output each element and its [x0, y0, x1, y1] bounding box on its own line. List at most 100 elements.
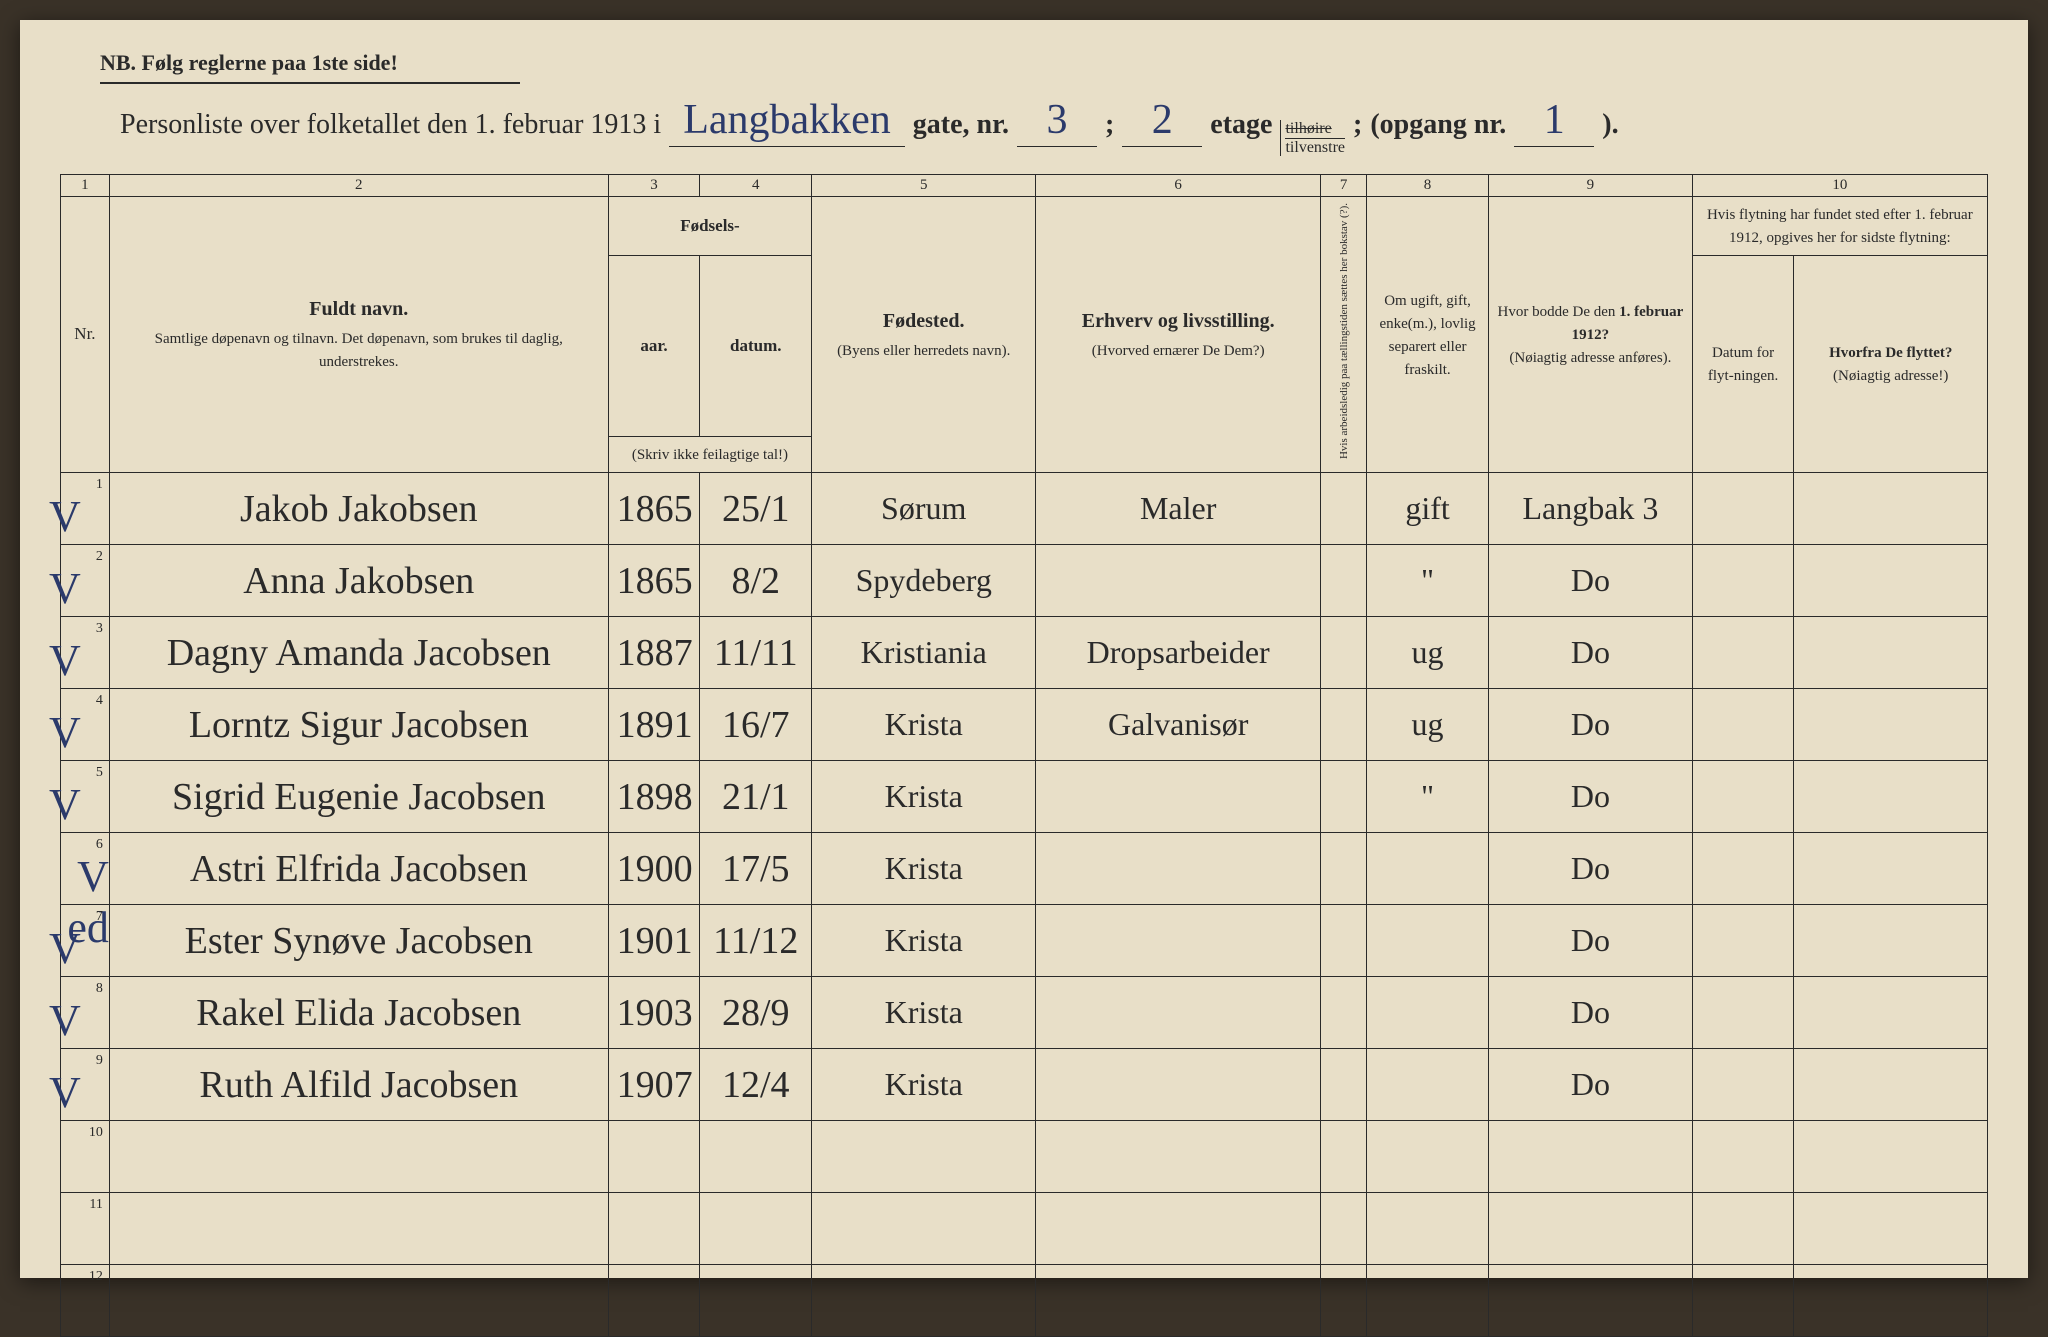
cell-prev-address: Langbak 3	[1489, 473, 1693, 545]
etage-label: etage	[1210, 109, 1272, 141]
cell-name: Sigrid Eugenie Jacobsen	[109, 761, 608, 833]
table-row: 11	[61, 1193, 1988, 1265]
cell-c7	[1321, 1049, 1367, 1121]
checkmark-icon: V	[49, 563, 81, 614]
cell-name: Ester Synøve Jacobsen	[109, 905, 608, 977]
hdr-aar: aar.	[608, 256, 700, 437]
row-nr: V5	[61, 761, 110, 833]
cell-move-from	[1794, 545, 1988, 617]
cell-move-from	[1794, 977, 1988, 1049]
cell-move-from	[1794, 1265, 1988, 1337]
cell-c7	[1321, 473, 1367, 545]
cell-prev-address: Do	[1489, 761, 1693, 833]
cell-move-date	[1692, 473, 1794, 545]
hdr-year-note: (Skriv ikke feilagtige tal!)	[608, 437, 812, 473]
data-rows: V1Jakob Jakobsen186525/1SørumMalergiftLa…	[61, 473, 1988, 1337]
cell-occupation	[1036, 1049, 1321, 1121]
cell-name: Ruth Alfild Jacobsen	[109, 1049, 608, 1121]
cell-c7	[1321, 545, 1367, 617]
cell-year	[608, 1121, 700, 1193]
checkmark-icon: V	[49, 923, 81, 974]
cell-birthplace	[812, 1193, 1036, 1265]
cell-year	[608, 1193, 700, 1265]
cell-birthplace	[812, 1265, 1036, 1337]
cell-occupation	[1036, 1265, 1321, 1337]
cell-year: 1900	[608, 833, 700, 905]
closing-paren: ).	[1602, 109, 1618, 141]
checkmark-icon: V	[49, 779, 81, 830]
cell-year: 1898	[608, 761, 700, 833]
hdr-fodested: Fødested. (Byens eller herredets navn).	[812, 197, 1036, 473]
semicolon: ;	[1105, 109, 1114, 141]
cell-marital: ug	[1366, 689, 1488, 761]
cell-occupation	[1036, 977, 1321, 1049]
cell-marital: gift	[1366, 473, 1488, 545]
cell-occupation: Dropsarbeider	[1036, 617, 1321, 689]
table-row: V3Dagny Amanda Jacobsen188711/11Kristian…	[61, 617, 1988, 689]
cell-move-from	[1794, 833, 1988, 905]
opgang-number-handwritten: 1	[1514, 96, 1594, 147]
street-name-handwritten: Langbakken	[669, 96, 905, 147]
cell-move-from	[1794, 1193, 1988, 1265]
hdr-col9: Hvor bodde De den 1. februar 1912? (Nøia…	[1489, 197, 1693, 473]
hdr-name-main: Fuldt navn.	[118, 296, 600, 323]
hdr-erhverv: Erhverv og livsstilling. (Hvorved ernære…	[1036, 197, 1321, 473]
cell-marital	[1366, 1265, 1488, 1337]
cell-marital	[1366, 833, 1488, 905]
checkmark-icon: V	[49, 995, 81, 1046]
cell-move-from	[1794, 761, 1988, 833]
cell-date: 28/9	[700, 977, 812, 1049]
cell-date: 16/7	[700, 689, 812, 761]
hdr-fodested-main: Fødested.	[820, 308, 1027, 335]
cell-year: 1865	[608, 545, 700, 617]
form-header: Personliste over folketallet den 1. febr…	[120, 96, 1988, 156]
row-nr: V ed6	[61, 833, 110, 905]
row-nr: V3	[61, 617, 110, 689]
cell-prev-address	[1489, 1265, 1693, 1337]
row-nr: V1	[61, 473, 110, 545]
cell-move-from	[1794, 1049, 1988, 1121]
row-nr: V9	[61, 1049, 110, 1121]
cell-date	[700, 1193, 812, 1265]
gate-number-handwritten: 3	[1017, 96, 1097, 147]
cell-prev-address: Do	[1489, 1049, 1693, 1121]
tilvenstre-label: tilvenstre	[1285, 139, 1345, 157]
table-row: V2Anna Jakobsen18658/2Spydeberg"Do	[61, 545, 1988, 617]
cell-year: 1901	[608, 905, 700, 977]
cell-occupation: Galvanisør	[1036, 689, 1321, 761]
cell-move-from	[1794, 905, 1988, 977]
cell-birthplace: Krista	[812, 977, 1036, 1049]
colnum-1: 1	[61, 175, 110, 197]
cell-c7	[1321, 833, 1367, 905]
checkmark-icon: V	[49, 635, 81, 686]
cell-move-from	[1794, 473, 1988, 545]
hdr-name-sub: Samtlige døpenavn og tilnavn. Det døpena…	[155, 331, 563, 370]
checkmark-icon: V	[49, 1067, 81, 1118]
cell-birthplace: Krista	[812, 905, 1036, 977]
row-nr: V4	[61, 689, 110, 761]
side-options: tilhøire tilvenstre	[1280, 120, 1345, 156]
hdr-name: Fuldt navn. Samtlige døpenavn og tilnavn…	[109, 197, 608, 473]
tilhoire-label: tilhøire	[1285, 120, 1345, 139]
hdr-datum: datum.	[700, 256, 812, 437]
census-table: 1 2 3 4 5 6 7 8 9 10 Nr. Fuldt navn. Sam…	[60, 174, 1988, 1337]
header-row-1: Nr. Fuldt navn. Samtlige døpenavn og til…	[61, 197, 1988, 256]
checkmark-icon: V	[49, 491, 81, 542]
cell-c7	[1321, 761, 1367, 833]
cell-date: 17/5	[700, 833, 812, 905]
cell-date: 11/11	[700, 617, 812, 689]
cell-move-date	[1692, 545, 1794, 617]
cell-prev-address: Do	[1489, 905, 1693, 977]
nb-instruction: NB. Følg reglerne paa 1ste side!	[100, 50, 520, 84]
hdr-col8: Om ugift, gift, enke(m.), lovlig separer…	[1366, 197, 1488, 473]
table-row: V8Rakel Elida Jacobsen190328/9KristaDo	[61, 977, 1988, 1049]
hdr-col10b: Hvorfra De flyttet? (Nøiagtig adresse!)	[1794, 256, 1988, 473]
cell-move-from	[1794, 1121, 1988, 1193]
cell-birthplace: Krista	[812, 761, 1036, 833]
etage-number-handwritten: 2	[1122, 96, 1202, 147]
hdr-fodested-sub: (Byens eller herredets navn).	[837, 343, 1010, 359]
cell-occupation: Maler	[1036, 473, 1321, 545]
cell-date: 25/1	[700, 473, 812, 545]
hdr-fodsels: Fødsels-	[608, 197, 812, 256]
colnum-4: 4	[700, 175, 812, 197]
